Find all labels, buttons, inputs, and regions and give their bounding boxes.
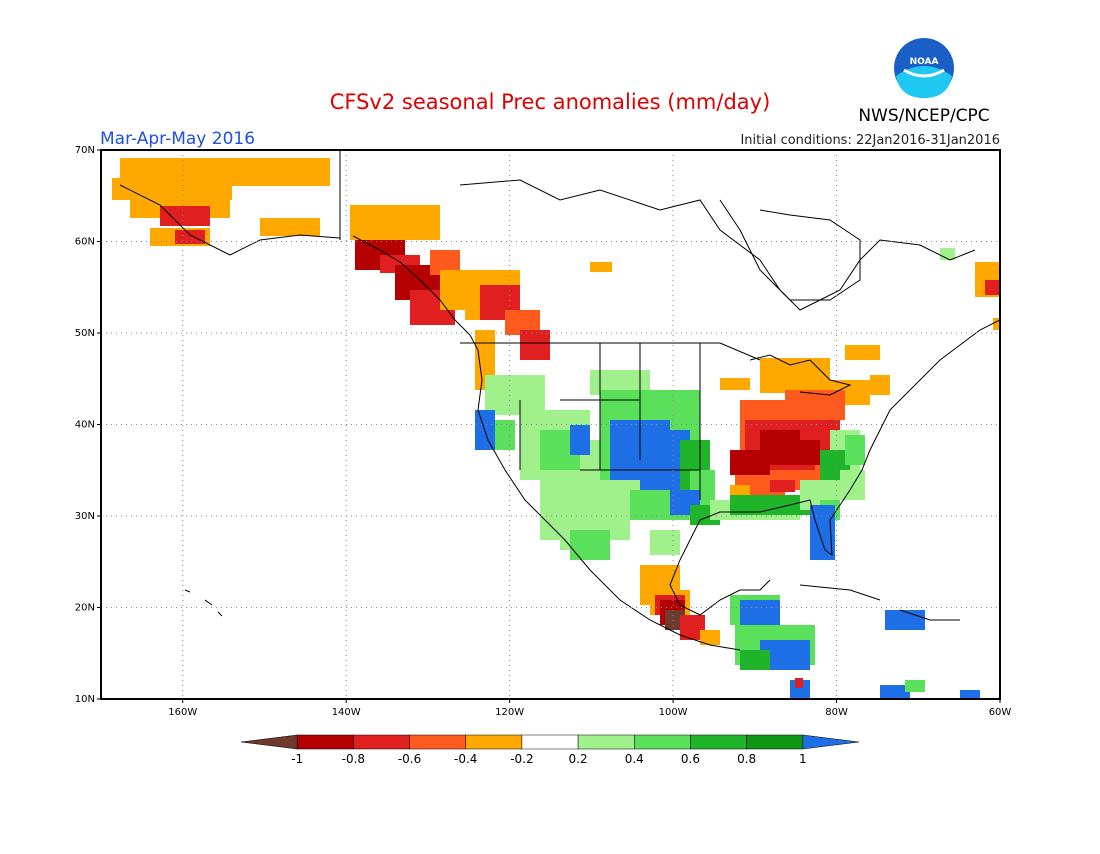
anomaly-cell <box>112 178 232 200</box>
anomaly-cell <box>440 270 465 310</box>
lon-label: 80W <box>825 707 848 718</box>
anomaly-cell <box>845 345 880 360</box>
colorbar-tick-label: -0.8 <box>342 752 365 766</box>
lat-label: 40N <box>75 420 95 431</box>
colorbar-swatch <box>240 734 298 750</box>
noaa-logo-text: NOAA <box>910 57 939 67</box>
colorbar-swatch <box>296 734 354 750</box>
colorbar-swatch <box>802 734 860 750</box>
anomaly-cell <box>350 205 440 240</box>
anomaly-cell <box>160 206 210 226</box>
lat-label: 60N <box>75 237 95 248</box>
latitude-labels: 70N 60N 50N 40N 30N 20N 10N <box>75 145 101 705</box>
lat-label: 30N <box>75 511 95 522</box>
anomaly-cell <box>885 610 925 630</box>
coastline <box>352 235 741 651</box>
colorbar-tick-label: -0.6 <box>398 752 421 766</box>
anomaly-cell <box>485 375 545 415</box>
anomaly-cell <box>993 318 1000 330</box>
colorbar-swatch <box>465 734 523 750</box>
coastline <box>184 589 223 617</box>
anomaly-cell <box>590 262 612 272</box>
anomaly-cell <box>730 485 750 497</box>
anomaly-cell <box>790 440 820 460</box>
anomaly-cell <box>730 495 810 515</box>
anomaly-cell <box>905 680 925 692</box>
anomaly-cell <box>845 435 865 465</box>
colorbar-tick-label: 0.6 <box>681 752 700 766</box>
coastline <box>679 409 891 561</box>
anomaly-cell <box>700 630 720 645</box>
coastline <box>799 584 960 621</box>
anomaly-cell <box>720 378 750 390</box>
colorbar-swatch <box>690 734 747 750</box>
anomaly-cell <box>260 218 320 236</box>
colorbar-tick-label: 0.8 <box>737 752 756 766</box>
agency-label: NWS/NCEP/CPC <box>858 106 989 126</box>
lon-label: 120W <box>495 707 524 718</box>
anomaly-cell <box>730 450 770 475</box>
anomaly-cell <box>870 375 890 395</box>
anomaly-cell <box>960 690 980 699</box>
lon-label: 100W <box>659 707 688 718</box>
lon-label: 60W <box>989 707 1012 718</box>
anomaly-cell <box>175 230 205 244</box>
lon-label: 140W <box>332 707 361 718</box>
lat-label: 20N <box>75 603 95 614</box>
colorbar-swatch <box>577 734 635 750</box>
noaa-logo: NOAA <box>894 38 954 98</box>
anomaly-cell <box>785 390 845 420</box>
coastline <box>460 342 761 500</box>
coastline <box>719 199 861 301</box>
lat-label: 10N <box>75 694 95 705</box>
anomaly-cell <box>795 678 803 688</box>
init-conditions-label: Initial conditions: 22Jan2016-31Jan2016 <box>740 133 1000 148</box>
anomaly-cell <box>650 530 680 555</box>
coastlines <box>119 150 1000 651</box>
colorbar-swatch <box>353 734 410 750</box>
anomaly-cell <box>570 425 590 455</box>
colorbar-tick-label: 0.4 <box>625 752 644 766</box>
anomaly-cell <box>770 480 795 492</box>
colorbar-swatch <box>409 734 466 750</box>
colorbar-tick-label: -1 <box>291 752 303 766</box>
map-title: CFSv2 seasonal Prec anomalies (mm/day) <box>330 90 771 114</box>
period-label: Mar-Apr-May 2016 <box>100 129 255 149</box>
colorbar-tick-label: 1 <box>799 752 807 766</box>
coastline <box>669 559 771 616</box>
coastline <box>749 354 852 396</box>
colorbar-swatch <box>521 734 579 750</box>
coastline <box>119 184 341 256</box>
anomaly-cell <box>520 330 550 360</box>
longitude-labels: 160W 140W 120W 100W 80W 60W <box>168 699 1011 718</box>
colorbar: -1 -0.8 -0.6 -0.4 -0.2 0.2 0.4 0.6 0.8 1 <box>240 734 860 766</box>
colorbar-tick-label: 0.2 <box>569 752 588 766</box>
anomaly-cell <box>880 685 910 699</box>
anomaly-cell <box>570 530 610 560</box>
anomaly-cell <box>740 650 770 670</box>
anomaly-cell <box>985 280 1000 295</box>
lon-label: 160W <box>168 707 197 718</box>
lat-label: 50N <box>75 328 95 339</box>
coastline <box>889 319 1000 411</box>
anomaly-cell <box>760 600 780 610</box>
colorbar-tick-label: -0.2 <box>510 752 533 766</box>
colorbar-swatch <box>746 734 804 750</box>
colorbar-swatch <box>634 734 691 750</box>
colorbar-tick-label: -0.4 <box>454 752 477 766</box>
lat-label: 70N <box>75 145 95 156</box>
